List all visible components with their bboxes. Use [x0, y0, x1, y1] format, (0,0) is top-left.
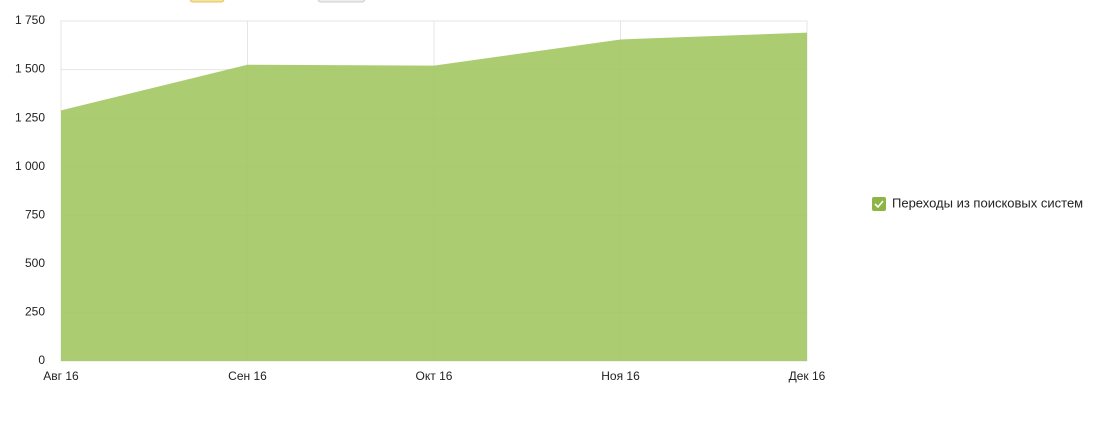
x-tick-label: Ноя 16	[601, 369, 640, 383]
y-tick-label: 750	[25, 207, 45, 221]
y-tick-label: 1 250	[15, 110, 45, 124]
y-tick-label: 1 500	[15, 62, 45, 76]
x-tick-label: Сен 16	[228, 369, 267, 383]
legend-label[interactable]: Переходы из поисковых систем	[892, 195, 1083, 210]
area	[61, 32, 807, 362]
y-tick-label: 0	[38, 353, 45, 367]
legend-check	[874, 200, 884, 209]
y-tick-label: 1 000	[15, 159, 45, 173]
y-tick-label: 250	[25, 305, 45, 319]
x-tick-label: Дек 16	[789, 369, 826, 383]
y-tick-label: 500	[25, 256, 45, 270]
y-tick-label: 1 750	[15, 13, 45, 27]
x-tick-label: Авг 16	[43, 369, 79, 383]
legend-checkbox[interactable]	[872, 197, 886, 211]
tab-stub	[317, 0, 366, 3]
tab-stub	[189, 0, 225, 3]
x-tick-label: Окт 16	[416, 369, 453, 383]
